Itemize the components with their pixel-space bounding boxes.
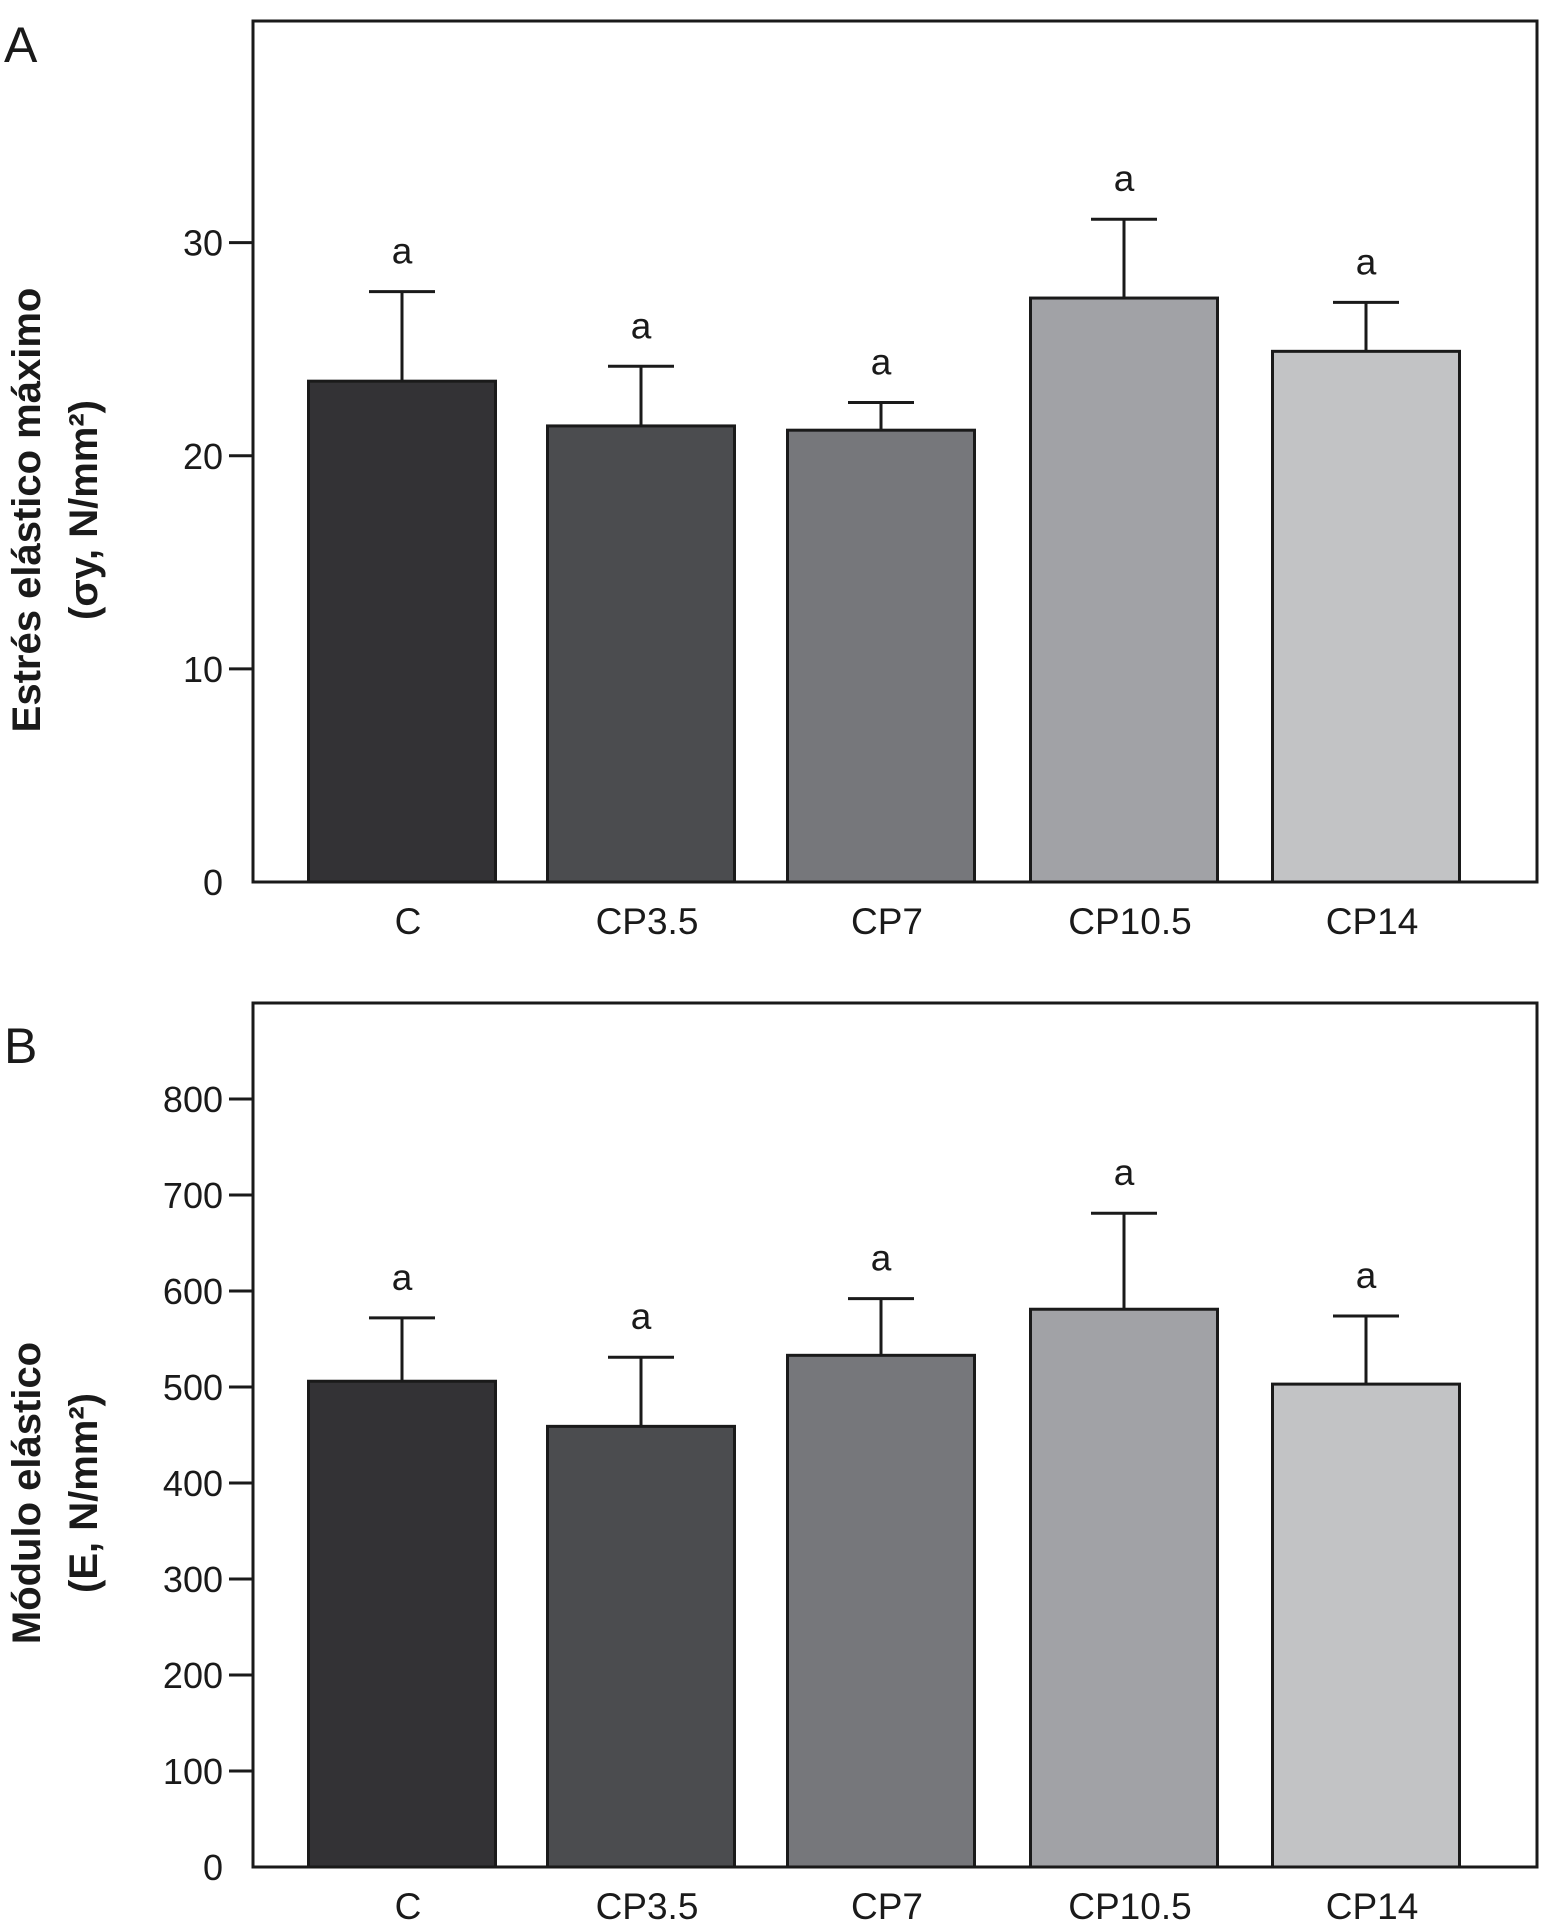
bar-cp7 <box>786 428 976 884</box>
y-tick-label: 0 <box>203 862 223 903</box>
bar-cp14 <box>1271 1382 1461 1869</box>
category-label: CP7 <box>851 901 923 942</box>
bar-cp3-5 <box>546 1424 736 1869</box>
bar-cp14 <box>1271 349 1461 884</box>
significance-label: a <box>392 231 413 272</box>
y-axis-title: Estrés elástico máximo <box>5 288 49 733</box>
significance-label: a <box>392 1257 413 1298</box>
y-tick-label: 0 <box>203 1847 223 1888</box>
panel-letter: B <box>4 1018 37 1074</box>
significance-label: a <box>1356 1255 1377 1296</box>
panel-letter: A <box>4 17 38 73</box>
category-label: C <box>395 901 422 942</box>
significance-label: a <box>871 1238 892 1279</box>
panel-b: B 0 100 200 300 400 500 600 700 800 a Ca CP3.5 a CP7 a C… <box>4 1001 1539 1925</box>
y-tick-label: 400 <box>163 1463 223 1504</box>
bar-cp7 <box>786 1353 976 1869</box>
y-axis-title: (E, N/mm²) <box>62 1393 106 1593</box>
significance-label: a <box>631 1296 652 1337</box>
category-label: CP3.5 <box>596 1886 699 1925</box>
category-label: CP14 <box>1326 1886 1419 1925</box>
category-label: CP10.5 <box>1068 901 1191 942</box>
significance-label: a <box>631 305 652 346</box>
y-tick-label: 300 <box>163 1559 223 1600</box>
category-label: C <box>395 1886 422 1925</box>
y-axis-title: (σy, N/mm²) <box>62 400 106 620</box>
y-tick-label: 20 <box>183 436 223 477</box>
category-label: CP14 <box>1326 901 1419 942</box>
y-tick-label: 30 <box>183 223 223 264</box>
y-axis-title: Módulo elástico <box>5 1342 49 1644</box>
y-tick-label: 10 <box>183 649 223 690</box>
bar-cp10-5 <box>1029 1307 1219 1869</box>
significance-label: a <box>1356 241 1377 282</box>
y-tick-label: 700 <box>163 1175 223 1216</box>
category-label: CP10.5 <box>1068 1886 1191 1925</box>
category-label: CP3.5 <box>596 901 699 942</box>
bar-cp3-5 <box>546 424 736 884</box>
bar-c <box>307 1379 497 1869</box>
significance-label: a <box>871 341 892 382</box>
significance-label: a <box>1114 1152 1135 1193</box>
bar-cp10-5 <box>1029 296 1219 884</box>
bar-c <box>307 379 497 884</box>
y-tick-label: 100 <box>163 1751 223 1792</box>
y-tick-label: 800 <box>163 1079 223 1120</box>
category-label: CP7 <box>851 1886 923 1925</box>
y-tick-label: 600 <box>163 1271 223 1312</box>
significance-label: a <box>1114 158 1135 199</box>
y-tick-label: 500 <box>163 1367 223 1408</box>
y-tick-label: 200 <box>163 1655 223 1696</box>
panel-a: A 0 10 20 30 a Ca CP3.5 a CP7 a CP10.5 a CP14 Estrés e… <box>4 17 1539 942</box>
